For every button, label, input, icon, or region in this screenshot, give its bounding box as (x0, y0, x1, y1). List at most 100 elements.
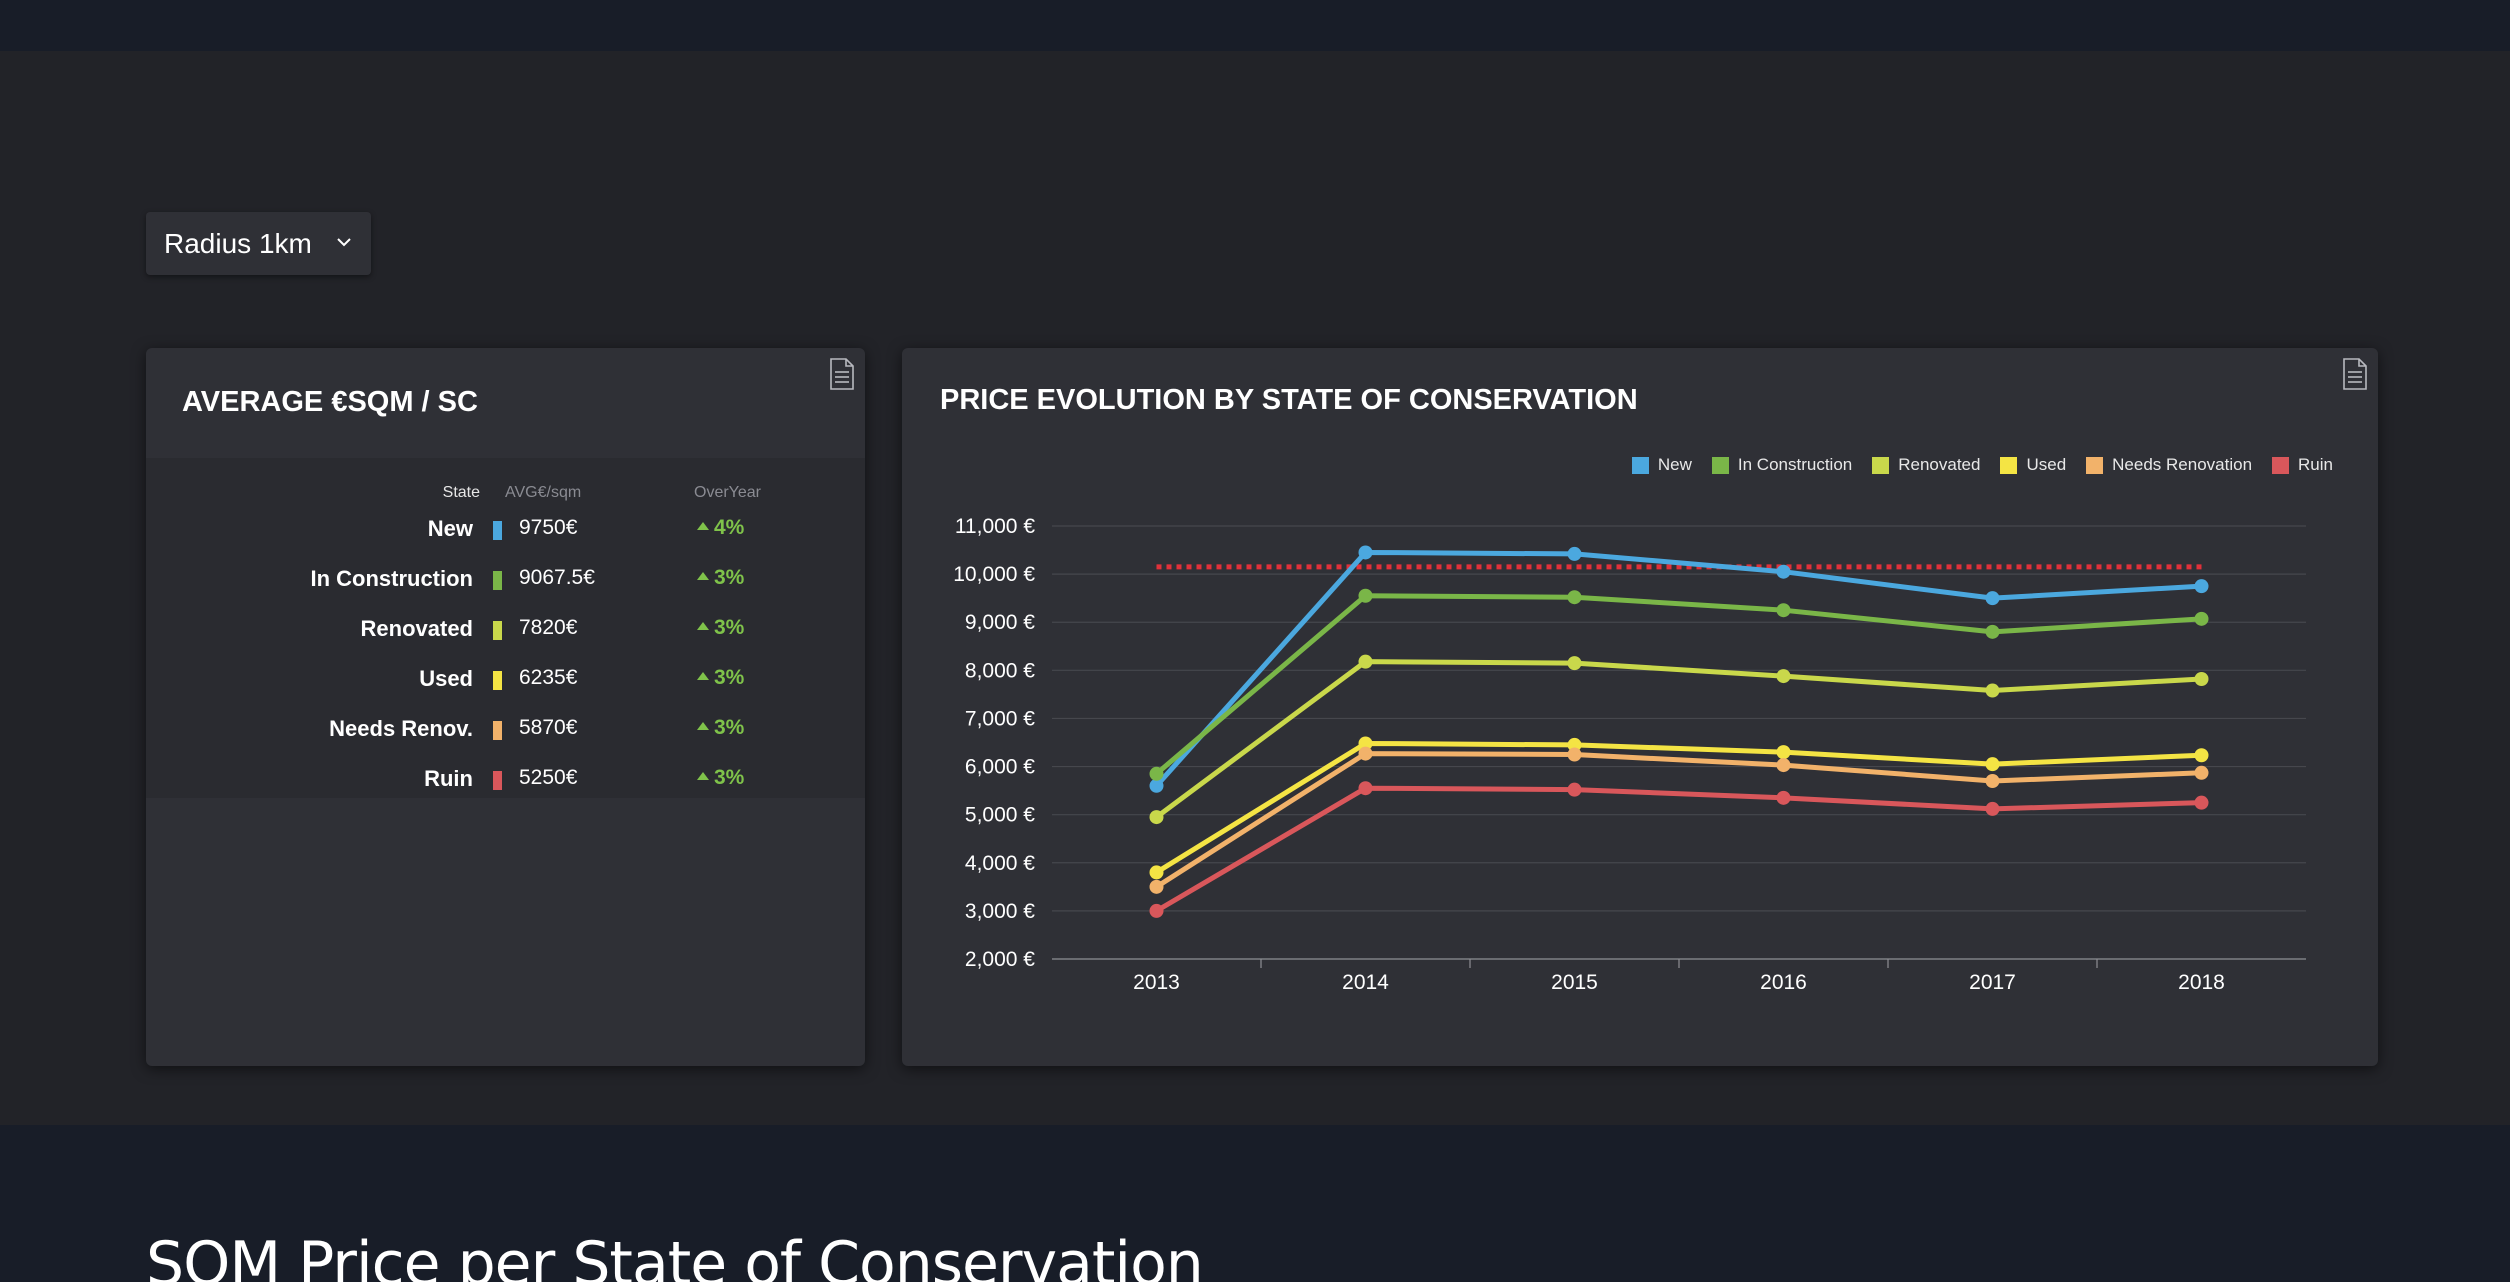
row-color-swatch (493, 571, 502, 590)
radius-dropdown[interactable]: Radius 1km (146, 212, 371, 275)
legend-swatch (1872, 456, 1890, 474)
legend-item-used[interactable]: Used (2000, 455, 2066, 475)
data-point (1567, 656, 1582, 671)
y-tick-label: 4,000 € (965, 852, 1035, 875)
row-color-swatch (493, 771, 502, 790)
data-point (1567, 737, 1582, 752)
data-point (1985, 624, 2000, 639)
table-row: New 9750€ 4% (146, 510, 865, 560)
data-point (1985, 591, 2000, 606)
y-tick-label: 3,000 € (965, 900, 1035, 923)
row-state-label: Needs Renov. (329, 716, 473, 741)
data-point (1358, 781, 1373, 796)
top-nav-bar (0, 0, 2510, 51)
column-header-state: State (442, 484, 480, 501)
data-point (1776, 790, 1791, 805)
legend-label: Renovated (1898, 455, 1981, 474)
data-point (2194, 671, 2209, 686)
x-tick-label: 2018 (2178, 971, 2225, 994)
row-avg-value: 5870€ (519, 716, 578, 739)
legend-item-ruin[interactable]: Ruin (2272, 455, 2333, 475)
x-tick-label: 2015 (1551, 971, 1598, 994)
data-point (1358, 746, 1373, 761)
chevron-down-icon (337, 238, 351, 247)
x-tick-label: 2014 (1342, 971, 1389, 994)
y-tick-label: 8,000 € (965, 659, 1035, 682)
data-point (1567, 747, 1582, 762)
row-state-label: Renovated (360, 616, 473, 641)
legend-item-renovated[interactable]: Renovated (1872, 455, 1980, 475)
data-point (1358, 588, 1373, 603)
row-avg-value: 7820€ (519, 616, 578, 639)
row-change-value: 3% (714, 566, 745, 589)
line-chart: 11,000 € 10,000 € 9,000 € 8,000 € 7,000 € 6,0… (953, 515, 2306, 994)
data-point (1985, 757, 2000, 772)
triangle-up-icon (697, 672, 709, 680)
y-tick-label: 10,000 € (953, 563, 1035, 586)
document-export-icon[interactable] (2342, 358, 2368, 390)
series-line (1155, 740, 2202, 875)
document-export-icon[interactable] (829, 358, 855, 390)
row-change-value: 3% (714, 616, 745, 639)
x-tick-label: 2013 (1133, 971, 1180, 994)
section-title: SQM Price per State of Conservation (146, 1229, 1204, 1282)
data-point (1776, 745, 1791, 760)
series-line (1154, 549, 2202, 788)
row-avg-value: 9067.5€ (519, 566, 595, 589)
row-avg-value: 9750€ (519, 516, 578, 539)
row-change-value: 3% (714, 716, 745, 739)
legend-item-needs-renovation[interactable]: Needs Renovation (2086, 455, 2252, 475)
data-point (1149, 879, 1164, 894)
column-header-avg: AVG€/sqm (505, 484, 582, 501)
triangle-up-icon (697, 622, 709, 630)
y-tick-label: 11,000 € (955, 515, 1036, 538)
section-band: SQM Price per State of Conservation (0, 1125, 2510, 1282)
legend-item-new[interactable]: New (1631, 455, 1692, 475)
table-row: Ruin 5250€ 3% (146, 760, 865, 810)
y-tick-label: 9,000 € (965, 611, 1035, 634)
legend-swatch (2086, 456, 2104, 474)
series-line (1155, 785, 2202, 914)
triangle-up-icon (697, 522, 709, 530)
data-point (1149, 865, 1164, 880)
x-tick-label: 2017 (1969, 971, 2016, 994)
radius-dropdown-label: Radius 1km (164, 227, 312, 259)
row-state-label: New (427, 516, 473, 541)
y-tick-label: 6,000 € (965, 756, 1035, 779)
row-color-swatch (493, 671, 502, 690)
data-point (2194, 765, 2209, 780)
table-row: Renovated 7820€ 3% (146, 610, 865, 660)
data-point (1985, 683, 2000, 698)
data-point (1149, 903, 1164, 918)
data-point (2194, 611, 2209, 626)
data-point (1776, 758, 1791, 773)
column-header-overyear: OverYear (694, 484, 761, 501)
average-sqm-panel: AVERAGE €SQM / SC State AVG€/sqm OverYea… (146, 348, 865, 1066)
data-point (1358, 736, 1373, 751)
data-point (1358, 545, 1373, 560)
price-evolution-panel: PRICE EVOLUTION BY STATE OF CONSERVATION… (902, 348, 2378, 1066)
row-change-value: 3% (714, 666, 745, 689)
triangle-up-icon (697, 772, 709, 780)
legend-label: Ruin (2298, 455, 2333, 474)
data-point (2194, 579, 2209, 594)
legend-label: Needs Renovation (2112, 455, 2253, 474)
triangle-up-icon (697, 572, 709, 580)
legend-label: In Construction (1737, 455, 1853, 474)
x-tick-label: 2016 (1760, 971, 1807, 994)
data-point (1985, 801, 2000, 816)
row-color-swatch (493, 721, 502, 740)
dashboard-area: Radius 1km AVERAGE €SQM / SC State AVG€/… (0, 51, 2510, 1125)
legend-swatch (1631, 456, 1649, 474)
legend-item-in-construction[interactable]: In Construction (1711, 455, 1853, 475)
data-point (1358, 654, 1373, 669)
table-row: Needs Renov. 5870€ 3% (146, 710, 865, 760)
y-tick-label: 7,000 € (965, 707, 1035, 730)
legend-label: New (1657, 455, 1692, 474)
chart-title: PRICE EVOLUTION BY STATE OF CONSERVATION (940, 384, 1638, 416)
data-point (1149, 766, 1164, 781)
row-state-label: Used (419, 666, 473, 691)
row-state-label: Ruin (424, 766, 473, 791)
data-point (1776, 564, 1791, 579)
data-point (1149, 778, 1164, 793)
